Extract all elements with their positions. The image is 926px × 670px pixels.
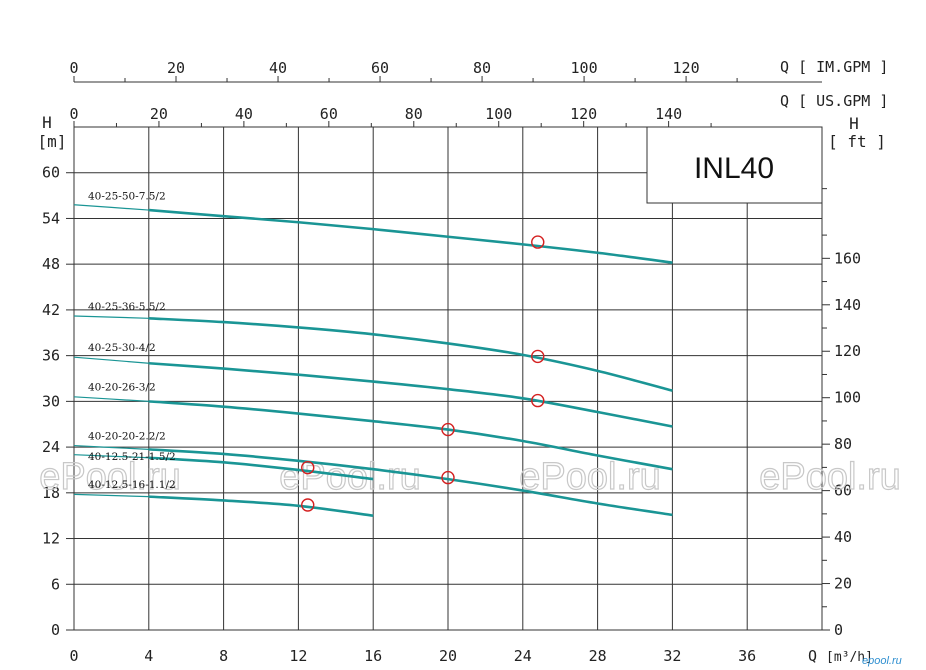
curve-line-start <box>73 493 149 498</box>
curve-label: 40-20-20-2.2/2 <box>88 430 166 442</box>
bottom-tick-label: 0 <box>69 647 78 665</box>
right-tick-label: 20 <box>834 575 852 593</box>
curve-line-start <box>73 356 149 364</box>
bottom-tick-label: 4 <box>144 647 153 665</box>
watermark-text: ePool.ru <box>39 456 181 498</box>
right-tick-label: 60 <box>834 482 852 500</box>
curve-label: 40-25-36-5.5/2 <box>88 301 166 313</box>
bottom-tick-label: 12 <box>289 647 307 665</box>
left-tick-label: 30 <box>42 392 60 410</box>
curve-label: 40-25-50-7.5/2 <box>88 190 166 202</box>
curve-line <box>148 448 673 517</box>
im-gpm-tick-label: 100 <box>571 59 598 77</box>
right-tick-label: 160 <box>834 249 861 267</box>
left-tick-label: 12 <box>42 530 60 548</box>
watermarks: ePool.ru ePool.ru ePool.ru ePool.ru <box>39 455 902 498</box>
right-axis-unit: [ ft ] <box>828 132 886 151</box>
top-us-gpm-axis: 0 20 40 60 80 100 120 140 Q [ US.GPM ] <box>69 92 888 128</box>
right-tick-label: 120 <box>834 342 861 360</box>
bottom-axis-label: Q <box>808 647 817 665</box>
watermark-text: ePool.ru <box>759 456 901 498</box>
pump-curves: 40-25-50-7.5/2 40-25-36-5.5/2 40-25-30-4/2… <box>73 190 673 517</box>
left-axis-label: H <box>42 113 52 132</box>
us-gpm-tick-label: 20 <box>150 105 168 123</box>
curve-line-start <box>73 315 149 319</box>
im-gpm-tick-label: 80 <box>473 59 491 77</box>
us-gpm-tick-label: 120 <box>570 105 597 123</box>
curve-label: 40-20-26-3/2 <box>88 382 156 394</box>
operating-point-marker <box>531 393 545 408</box>
im-gpm-tick-label: 20 <box>167 59 185 77</box>
operating-point-marker <box>531 235 545 249</box>
right-axis-label: H <box>849 114 859 133</box>
right-tick-label: 80 <box>834 435 852 453</box>
right-tick-label: 40 <box>834 528 852 546</box>
left-axis-unit: [m] <box>38 132 67 151</box>
us-gpm-tick-label: 100 <box>485 105 512 123</box>
right-tick-label: 140 <box>834 296 861 314</box>
left-tick-label: 60 <box>42 164 60 182</box>
left-tick-label: 24 <box>42 438 60 456</box>
curve-line <box>148 208 673 264</box>
left-tick-label: 18 <box>42 484 60 502</box>
curve-label: 40-12.5-16-1.1/2 <box>88 479 176 491</box>
bottom-tick-label: 16 <box>364 647 382 665</box>
us-gpm-tick-label: 60 <box>320 105 338 123</box>
bottom-tick-label: 36 <box>738 647 756 665</box>
curve-line-start <box>73 444 149 450</box>
bottom-tick-label: 20 <box>439 647 457 665</box>
left-tick-label: 0 <box>51 621 60 639</box>
curve-line <box>148 400 673 471</box>
right-tick-label: 0 <box>834 621 843 639</box>
curve-line-start <box>73 396 149 402</box>
curve-line <box>148 456 374 481</box>
bottom-axis-unit: [m³/h] <box>826 650 873 665</box>
operating-point-marker <box>301 498 315 512</box>
chart-title: INL40 <box>694 152 774 185</box>
right-tick-label: 100 <box>834 389 861 407</box>
im-gpm-tick-label: 120 <box>673 59 700 77</box>
curve-label: 40-12.5-21-1.5/2 <box>88 451 176 463</box>
operating-point-marker <box>531 349 545 364</box>
title-box: INL40 <box>646 126 823 204</box>
us-gpm-tick-label: 140 <box>655 105 682 123</box>
bottom-tick-label: 28 <box>589 647 607 665</box>
left-tick-label: 36 <box>42 347 60 365</box>
operating-point-marker <box>301 460 315 475</box>
im-gpm-tick-label: 60 <box>371 59 389 77</box>
us-gpm-tick-label: 0 <box>69 105 78 123</box>
bottom-tick-label: 8 <box>219 647 228 665</box>
top-im-gpm-axis: 0 20 40 60 80 100 120 Q [ IM.GPM ] <box>69 58 888 83</box>
operating-point-marker <box>441 470 455 485</box>
im-gpm-tick-label: 0 <box>69 59 78 77</box>
im-gpm-tick-label: 40 <box>269 59 287 77</box>
im-gpm-axis-label: Q [ IM.GPM ] <box>780 58 888 76</box>
curve-line-start <box>73 204 149 211</box>
left-tick-label: 48 <box>42 255 60 273</box>
us-gpm-axis-label: Q [ US.GPM ] <box>780 92 888 110</box>
bottom-tick-label: 32 <box>663 647 681 665</box>
left-tick-label: 54 <box>42 209 60 227</box>
curve-label: 40-25-30-4/2 <box>88 342 156 354</box>
curve-line <box>148 316 673 392</box>
us-gpm-tick-label: 80 <box>405 105 423 123</box>
operating-point-marker <box>441 422 455 437</box>
curve-line-start <box>73 454 149 459</box>
left-tick-label: 6 <box>51 575 60 593</box>
corner-logo: epool.ru <box>862 655 902 667</box>
bottom-tick-label: 24 <box>514 647 532 665</box>
curve-line <box>148 495 374 517</box>
us-gpm-tick-label: 40 <box>235 105 253 123</box>
left-tick-label: 42 <box>42 301 60 319</box>
curve-line <box>148 361 673 428</box>
